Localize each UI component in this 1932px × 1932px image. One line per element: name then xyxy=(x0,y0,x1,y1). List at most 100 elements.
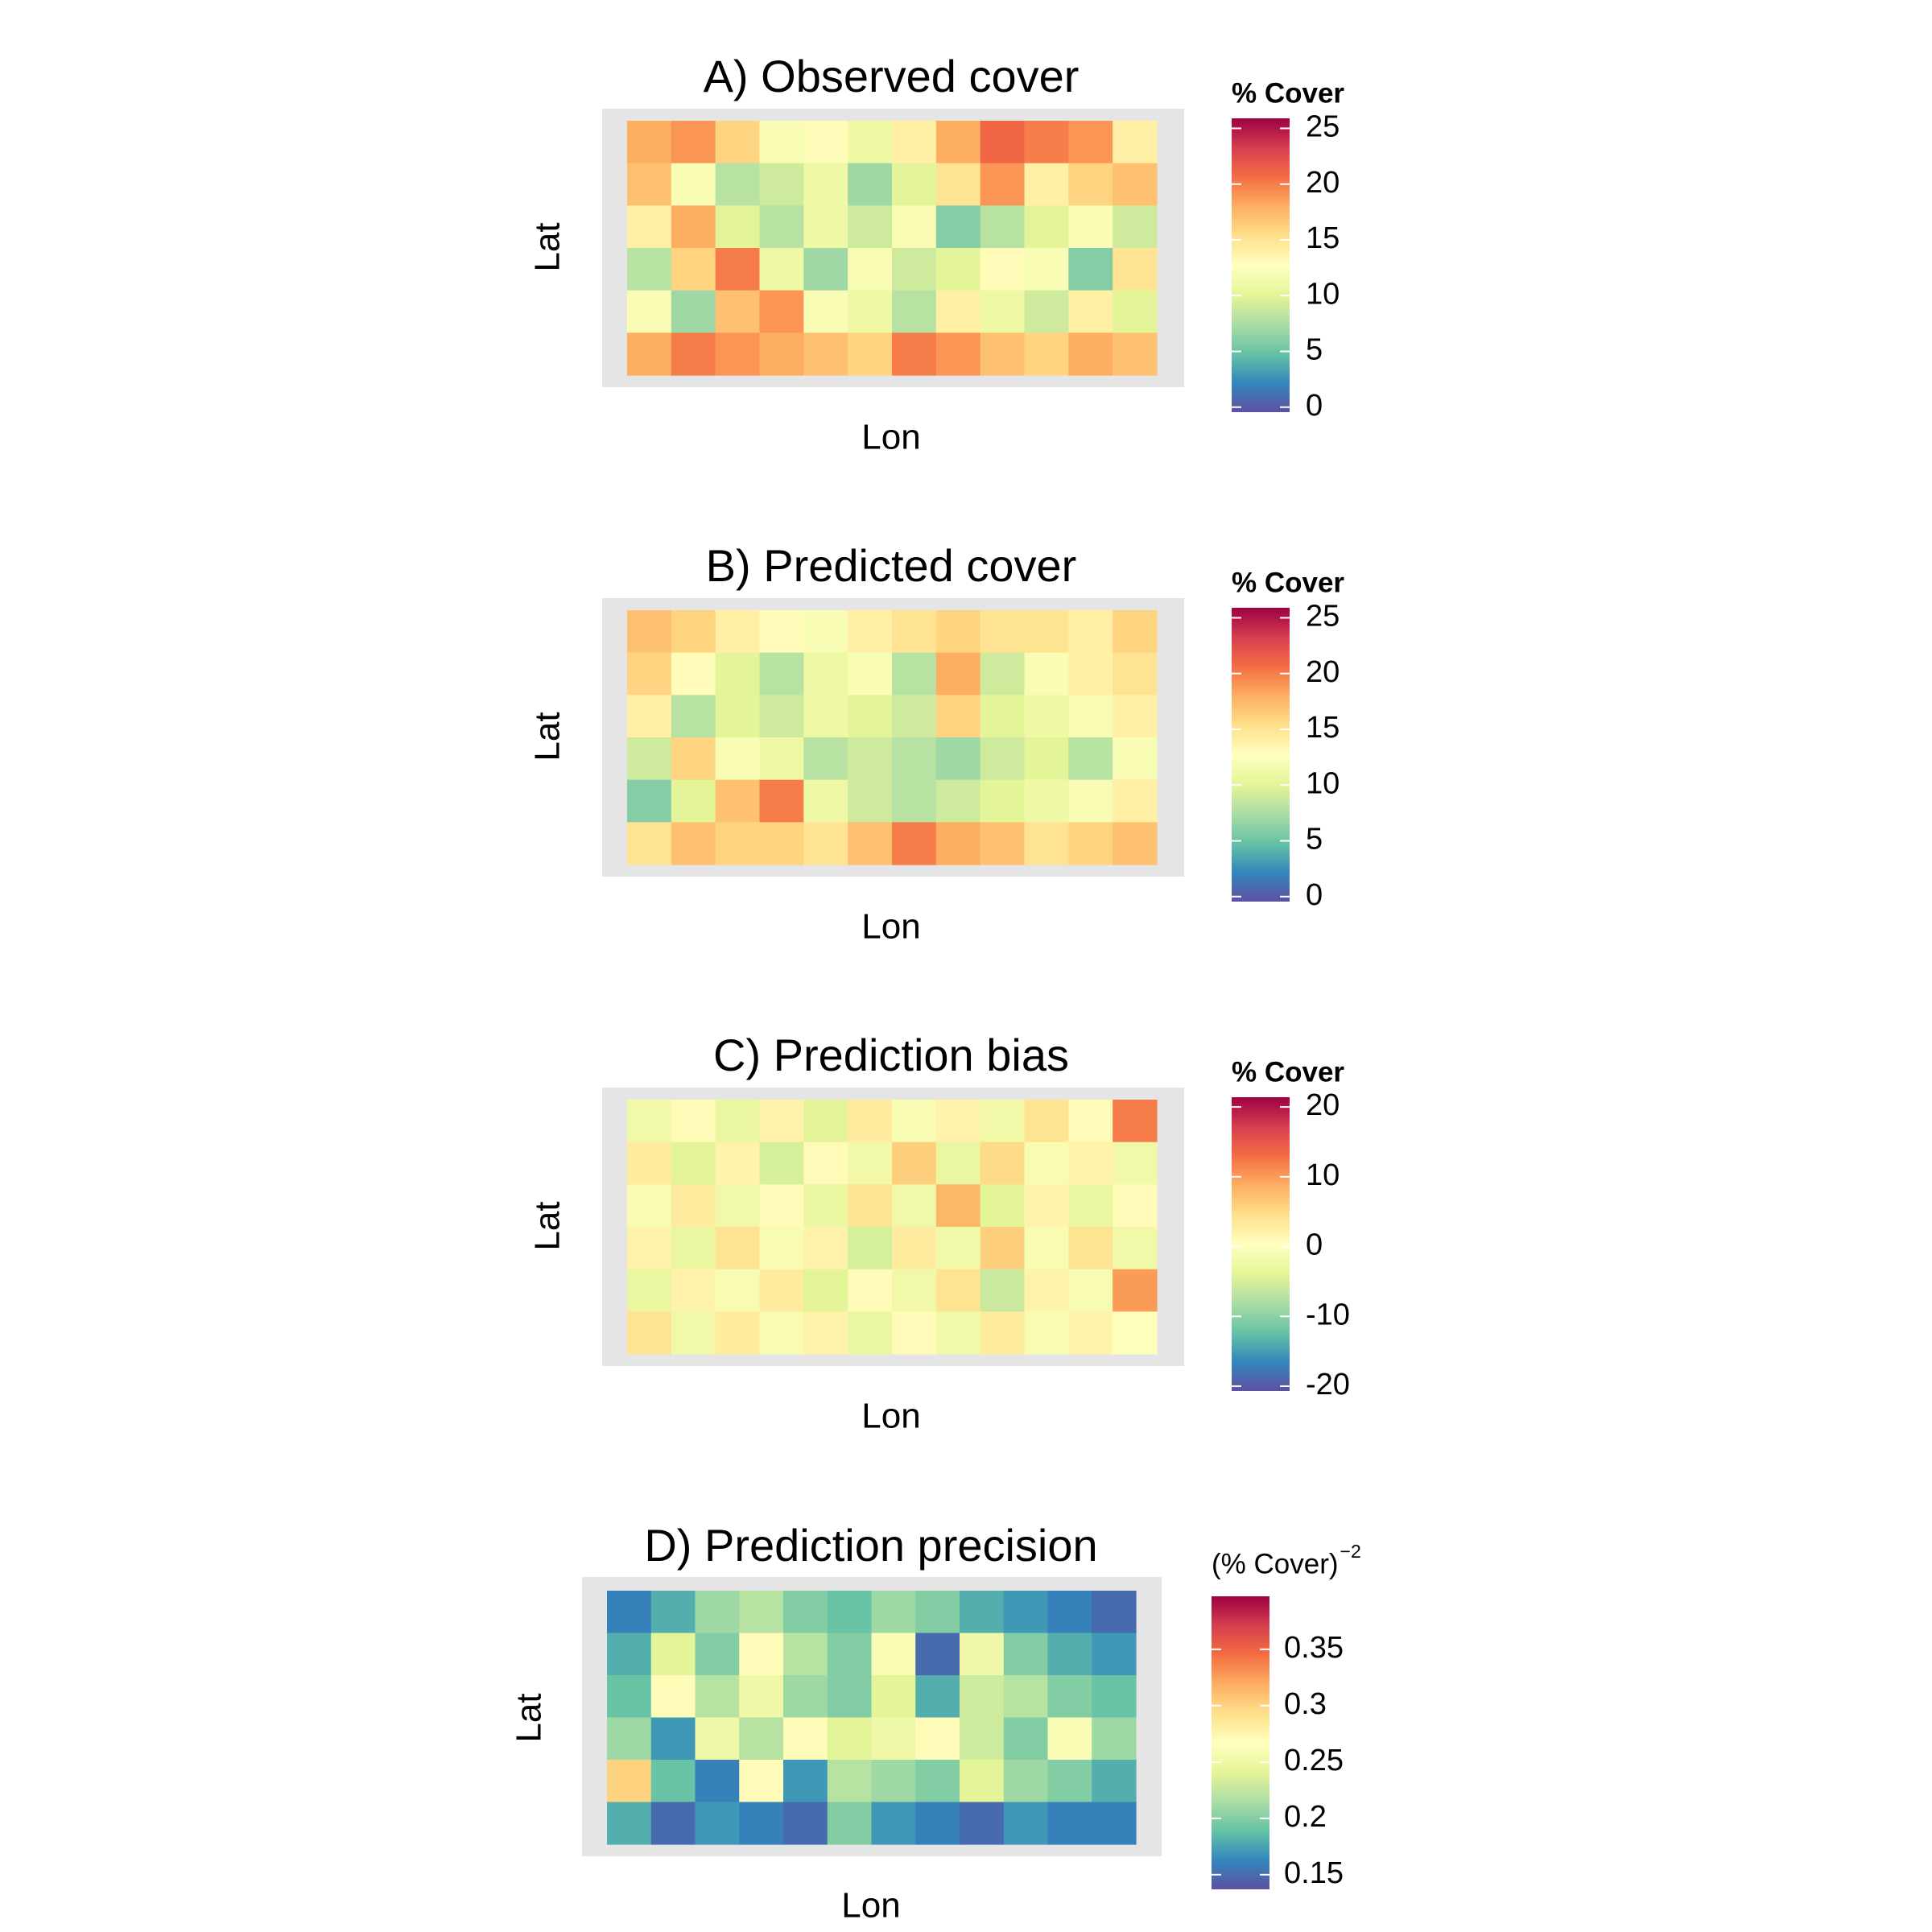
raster-cell xyxy=(695,1717,740,1761)
raster-cell xyxy=(980,1269,1026,1312)
raster-cell xyxy=(1113,695,1158,738)
raster-cell xyxy=(1024,205,1069,249)
raster-cell xyxy=(848,1227,893,1270)
raster-cell xyxy=(1092,1760,1137,1803)
raster-cell xyxy=(1068,822,1113,865)
raster-cell xyxy=(848,610,893,654)
raster-cell xyxy=(848,121,893,164)
raster-cell xyxy=(980,779,1026,823)
raster-cell xyxy=(848,737,893,781)
raster-cell xyxy=(650,1802,696,1845)
raster-cell xyxy=(650,1675,696,1719)
raster-cell xyxy=(960,1802,1005,1845)
raster-cell xyxy=(671,1184,716,1228)
raster-cell xyxy=(695,1633,740,1676)
raster-cell xyxy=(980,822,1026,865)
raster-cell xyxy=(695,1591,740,1634)
raster-cell xyxy=(935,610,981,654)
raster-cell xyxy=(1113,610,1158,654)
raster-cell xyxy=(935,1184,981,1228)
raster-cell xyxy=(1024,1100,1069,1143)
raster-cell xyxy=(1024,290,1069,333)
raster-cell xyxy=(1113,1269,1158,1312)
raster-cell xyxy=(1047,1760,1092,1803)
raster-cell xyxy=(671,163,716,206)
raster-cell xyxy=(627,121,672,164)
raster-cell xyxy=(627,163,672,206)
raster-cell xyxy=(935,652,981,696)
raster-cell xyxy=(1113,737,1158,781)
raster-cell xyxy=(671,205,716,249)
raster-cell xyxy=(671,1269,716,1312)
colorbar-tick-label: 20 xyxy=(1306,1088,1340,1122)
colorbar-tick-label: 0.3 xyxy=(1284,1687,1327,1721)
colorbar-tick-label: 15 xyxy=(1306,711,1340,745)
raster-cell xyxy=(935,695,981,738)
raster-cell xyxy=(827,1760,873,1803)
raster-cell xyxy=(627,652,672,696)
raster-cell xyxy=(980,1100,1026,1143)
raster-cell xyxy=(1113,205,1158,249)
raster-cell xyxy=(935,779,981,823)
raster-cell xyxy=(759,737,804,781)
colorbar xyxy=(1212,1596,1269,1889)
raster-cell xyxy=(1113,1141,1158,1185)
raster-cell xyxy=(803,1227,848,1270)
raster-cell xyxy=(935,1311,981,1355)
raster-cell xyxy=(1068,695,1113,738)
raster-cell xyxy=(1068,290,1113,333)
raster-cell xyxy=(715,1311,761,1355)
raster-cell xyxy=(783,1717,828,1761)
raster-cell xyxy=(1003,1760,1049,1803)
raster-cell xyxy=(759,1184,804,1228)
raster-cell xyxy=(803,1311,848,1355)
raster-cell xyxy=(848,779,893,823)
raster-cell xyxy=(848,1311,893,1355)
raster-cell xyxy=(1003,1591,1049,1634)
raster-cell xyxy=(848,652,893,696)
raster-cell xyxy=(783,1591,828,1634)
raster-cell xyxy=(715,610,761,654)
raster-cell xyxy=(627,822,672,865)
raster-cell xyxy=(848,205,893,249)
raster-cell xyxy=(1024,822,1069,865)
raster-cell xyxy=(1003,1633,1049,1676)
raster-cell xyxy=(1068,652,1113,696)
raster-cell xyxy=(1113,121,1158,164)
raster-cell xyxy=(783,1633,828,1676)
raster-cell xyxy=(980,205,1026,249)
raster-cell xyxy=(980,121,1026,164)
colorbar-tick-label: 20 xyxy=(1306,655,1340,689)
raster-cell xyxy=(803,652,848,696)
colorbar-tick-label: 25 xyxy=(1306,109,1340,143)
raster-cell xyxy=(739,1675,784,1719)
raster-cell xyxy=(759,1141,804,1185)
raster-cell xyxy=(892,1227,937,1270)
raster-cell xyxy=(980,248,1026,291)
raster-cell xyxy=(1092,1717,1137,1761)
raster-cell xyxy=(1003,1675,1049,1719)
raster-cell xyxy=(892,610,937,654)
raster-cell xyxy=(759,652,804,696)
raster-cell xyxy=(1113,290,1158,333)
raster-cell xyxy=(715,163,761,206)
raster-cell xyxy=(915,1802,960,1845)
raster-cell xyxy=(739,1717,784,1761)
raster-cell xyxy=(627,779,672,823)
raster-cell xyxy=(803,1100,848,1143)
y-axis-label: Lat xyxy=(528,222,568,271)
raster-cell xyxy=(1068,1269,1113,1312)
raster-cell xyxy=(715,1100,761,1143)
colorbar-tick-label: 0.2 xyxy=(1284,1800,1327,1834)
raster-cell xyxy=(935,290,981,333)
raster-cell xyxy=(960,1760,1005,1803)
raster-cell xyxy=(739,1760,784,1803)
raster-cell xyxy=(935,332,981,376)
raster-cell xyxy=(671,1311,716,1355)
raster-cell xyxy=(960,1675,1005,1719)
raster-cell xyxy=(1024,1141,1069,1185)
raster-cell xyxy=(739,1633,784,1676)
raster-cell xyxy=(1047,1633,1092,1676)
raster-cell xyxy=(935,205,981,249)
